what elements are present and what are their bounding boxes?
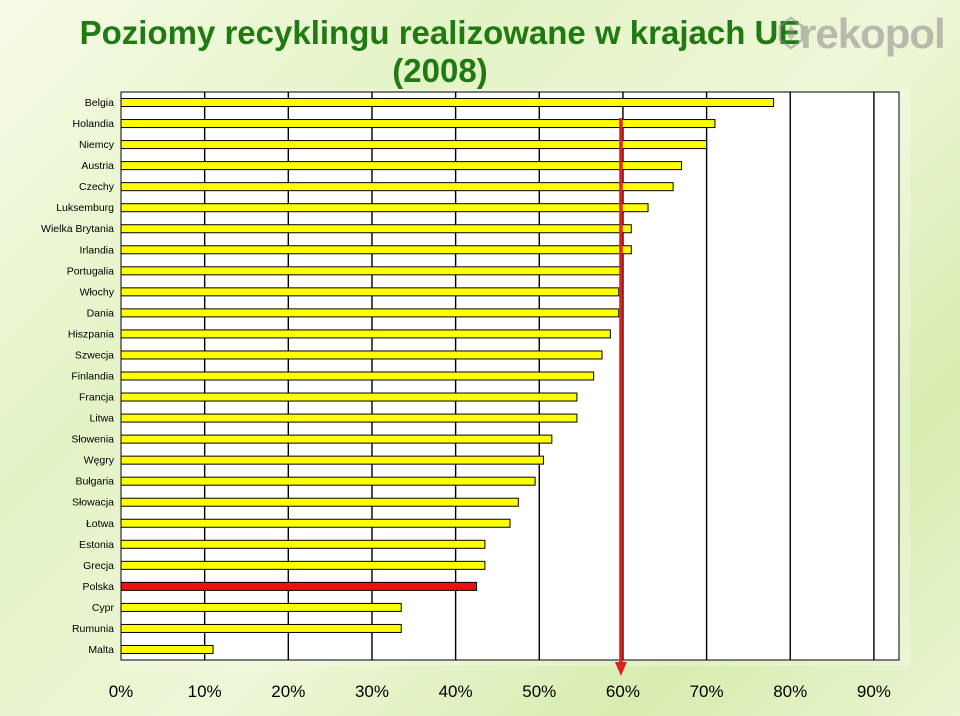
category-label: Portugalia bbox=[67, 265, 114, 277]
bar-hiszpania bbox=[120, 329, 611, 339]
bar-finlandia bbox=[120, 371, 595, 381]
x-tick-label: 20% bbox=[271, 682, 305, 701]
x-tick-label: 80% bbox=[773, 682, 807, 701]
bar-irlandia bbox=[120, 245, 632, 255]
category-labels: Belgia Holandia Niemcy Austria Czechy Luksemb… bbox=[41, 97, 115, 656]
category-label: Austria bbox=[81, 160, 114, 172]
category-label: Malta bbox=[88, 644, 114, 656]
chart-title: Poziomy recyklingu realizowane w krajach… bbox=[60, 14, 820, 90]
recycle-leaf-icon bbox=[778, 16, 804, 50]
category-label: Łotwa bbox=[86, 518, 114, 530]
x-tick-label: 30% bbox=[355, 682, 389, 701]
bar-dania bbox=[120, 308, 620, 318]
chart-subtitle: (2008) bbox=[392, 52, 488, 89]
x-tick-labels: 0% 10% 20% 30% 40% 50% 60% 70% 80% 90% bbox=[109, 682, 891, 701]
category-label: Słowacja bbox=[72, 497, 114, 509]
x-tick-label: 40% bbox=[439, 682, 473, 701]
category-label: Cypr bbox=[92, 602, 115, 614]
category-label: Dania bbox=[87, 307, 115, 319]
bar-czechy bbox=[120, 182, 674, 192]
bar-estonia bbox=[120, 539, 486, 549]
category-label: Hiszpania bbox=[68, 328, 114, 340]
bar-wielka brytania bbox=[120, 224, 632, 234]
category-label: Estonia bbox=[79, 539, 114, 551]
bars bbox=[120, 98, 775, 654]
category-label: Irlandia bbox=[80, 244, 115, 256]
category-label: Luksemburg bbox=[56, 202, 114, 214]
bar-niemcy bbox=[120, 140, 708, 150]
category-label: Polska bbox=[82, 581, 114, 593]
bar-łotwa bbox=[120, 518, 511, 528]
bar-szwecja bbox=[120, 350, 603, 360]
bar-grecja bbox=[120, 560, 486, 570]
bar-holandia bbox=[120, 119, 716, 129]
category-label: Grecja bbox=[83, 560, 114, 572]
bar-portugalia bbox=[120, 266, 624, 276]
category-label: Holandia bbox=[73, 118, 115, 130]
bar-węgry bbox=[120, 455, 544, 465]
bar-luksemburg bbox=[120, 203, 649, 213]
x-tick-label: 10% bbox=[188, 682, 222, 701]
bar-włochy bbox=[120, 287, 620, 297]
chart-title-main: Poziomy recyklingu realizowane w krajach… bbox=[79, 14, 801, 51]
x-tick-label: 50% bbox=[522, 682, 556, 701]
category-label: Czechy bbox=[79, 181, 115, 193]
bar-rumunia bbox=[120, 623, 402, 633]
bar-polska bbox=[120, 581, 478, 591]
bar-francja bbox=[120, 392, 578, 402]
x-tick-label: 90% bbox=[857, 682, 891, 701]
category-label: Litwa bbox=[89, 413, 114, 425]
category-label: Niemcy bbox=[79, 139, 115, 151]
bar-austria bbox=[120, 161, 682, 171]
bar-słowacja bbox=[120, 497, 519, 507]
bar-cypr bbox=[120, 602, 402, 612]
x-tick-label: 0% bbox=[109, 682, 134, 701]
logo-text: rekopol bbox=[800, 10, 946, 57]
target-arrowhead bbox=[614, 662, 627, 676]
category-label: Szwecja bbox=[75, 349, 114, 361]
category-label: Francja bbox=[79, 392, 114, 404]
category-label: Węgry bbox=[84, 455, 115, 467]
bar-litwa bbox=[120, 413, 578, 423]
x-tick-label: 70% bbox=[690, 682, 724, 701]
target-line bbox=[614, 118, 627, 676]
category-label: Finlandia bbox=[71, 371, 114, 383]
category-label: Belgia bbox=[85, 97, 114, 109]
category-label: Bułgaria bbox=[75, 476, 114, 488]
category-label: Wielka Brytania bbox=[41, 223, 114, 235]
bar-malta bbox=[120, 644, 214, 654]
x-tick-label: 60% bbox=[606, 682, 640, 701]
rekopol-logo: rekopol bbox=[776, 8, 956, 58]
bar-belgia bbox=[120, 98, 775, 108]
category-label: Rumunia bbox=[72, 623, 114, 635]
category-label: Słowenia bbox=[71, 434, 114, 446]
bar-bułgaria bbox=[120, 476, 536, 486]
bar-słowenia bbox=[120, 434, 553, 444]
category-label: Włochy bbox=[80, 286, 115, 298]
